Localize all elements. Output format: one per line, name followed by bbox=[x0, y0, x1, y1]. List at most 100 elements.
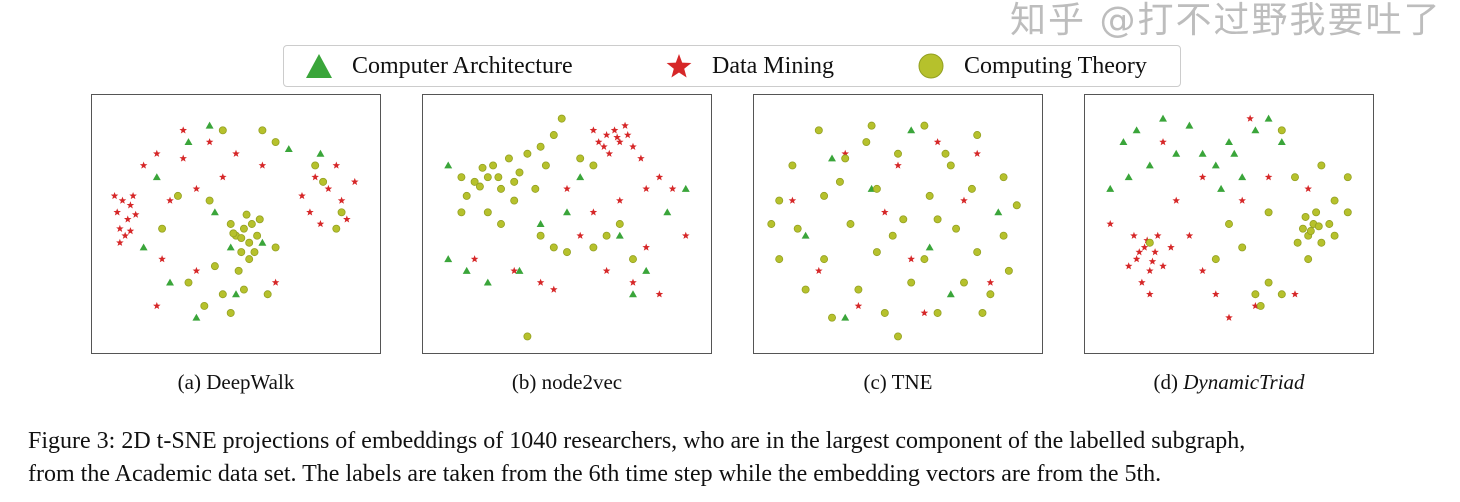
point-computer-architecture bbox=[444, 255, 453, 263]
plot-area bbox=[110, 121, 359, 321]
subcaption-prefix: (d) bbox=[1153, 370, 1178, 394]
point-computing-theory bbox=[494, 173, 503, 182]
point-computing-theory bbox=[1314, 222, 1323, 231]
point-computing-theory bbox=[510, 196, 519, 205]
point-computing-theory bbox=[523, 332, 532, 341]
point-computing-theory bbox=[1298, 224, 1307, 233]
point-computing-theory bbox=[602, 231, 611, 240]
point-data-mining bbox=[1151, 248, 1159, 256]
point-computing-theory bbox=[801, 285, 810, 294]
subcaption-a: (a) DeepWalk bbox=[91, 370, 381, 395]
point-computer-architecture bbox=[1251, 126, 1260, 134]
point-data-mining bbox=[642, 243, 650, 251]
point-data-mining bbox=[166, 196, 174, 204]
point-data-mining bbox=[232, 149, 240, 157]
point-computer-architecture bbox=[1132, 126, 1141, 134]
subcaption-title: DynamicTriad bbox=[1183, 370, 1305, 394]
point-computing-theory bbox=[589, 161, 598, 170]
point-data-mining bbox=[920, 309, 929, 317]
point-computing-theory bbox=[478, 163, 487, 172]
point-computing-theory bbox=[549, 243, 558, 252]
point-computing-theory bbox=[483, 173, 492, 182]
point-computer-architecture bbox=[615, 231, 624, 239]
point-data-mining bbox=[351, 177, 359, 186]
point-computing-theory bbox=[1145, 238, 1154, 247]
point-computer-architecture bbox=[184, 138, 193, 146]
triangle-marker-icon bbox=[306, 54, 332, 78]
point-data-mining bbox=[1106, 220, 1114, 228]
point-computer-architecture bbox=[946, 290, 955, 298]
point-data-mining bbox=[179, 126, 187, 134]
point-computing-theory bbox=[1012, 201, 1021, 210]
point-data-mining bbox=[841, 149, 849, 157]
point-computing-theory bbox=[247, 220, 256, 228]
point-computing-theory bbox=[497, 184, 505, 193]
point-data-mining bbox=[192, 184, 201, 193]
point-data-mining bbox=[316, 220, 325, 228]
legend-item-computing-theory: Computing Theory bbox=[916, 52, 1147, 80]
scatter-plot-tne bbox=[753, 94, 1043, 354]
point-computing-theory bbox=[557, 114, 566, 123]
point-computing-theory bbox=[541, 161, 550, 170]
subcaption-title: TNE bbox=[891, 370, 933, 394]
point-computing-theory bbox=[200, 301, 209, 310]
point-data-mining bbox=[1172, 196, 1180, 204]
point-computing-theory bbox=[549, 131, 558, 139]
point-computing-theory bbox=[880, 309, 889, 317]
point-computer-architecture bbox=[1159, 114, 1167, 122]
point-computing-theory bbox=[470, 177, 479, 186]
point-computing-theory bbox=[788, 161, 797, 170]
point-computing-theory bbox=[536, 231, 545, 240]
point-computer-architecture bbox=[576, 173, 585, 181]
point-data-mining bbox=[1159, 138, 1167, 146]
point-data-mining bbox=[621, 121, 629, 129]
point-computing-theory bbox=[854, 285, 863, 294]
point-computing-theory bbox=[184, 278, 193, 287]
point-data-mining bbox=[610, 126, 619, 134]
point-data-mining bbox=[1124, 262, 1133, 270]
point-data-mining bbox=[139, 161, 148, 169]
point-computer-architecture bbox=[1106, 184, 1115, 192]
point-data-mining bbox=[616, 196, 624, 204]
point-data-mining bbox=[1135, 248, 1144, 256]
point-computer-architecture bbox=[841, 313, 850, 321]
point-data-mining bbox=[602, 266, 611, 275]
point-computer-architecture bbox=[462, 266, 471, 274]
point-computing-theory bbox=[226, 309, 235, 317]
point-computing-theory bbox=[973, 131, 982, 139]
point-computer-architecture bbox=[681, 184, 690, 192]
point-computer-architecture bbox=[629, 290, 637, 298]
point-data-mining bbox=[324, 184, 333, 193]
point-computing-theory bbox=[319, 177, 328, 186]
point-computing-theory bbox=[158, 224, 167, 233]
point-computing-theory bbox=[245, 238, 254, 247]
point-data-mining bbox=[815, 266, 823, 275]
point-computing-theory bbox=[862, 138, 871, 147]
point-data-mining bbox=[343, 215, 351, 223]
watermark: 知乎 @打不过野我要吐了 bbox=[1010, 0, 1442, 41]
point-computer-architecture bbox=[166, 278, 174, 286]
point-computing-theory bbox=[1238, 243, 1247, 252]
legend: Computer Architecture Data Mining Comput… bbox=[283, 45, 1181, 87]
point-computing-theory bbox=[337, 208, 346, 217]
point-computing-theory bbox=[1317, 161, 1326, 170]
point-data-mining bbox=[179, 154, 187, 162]
star-marker-icon bbox=[666, 54, 692, 78]
point-computing-theory bbox=[1251, 290, 1260, 299]
point-computing-theory bbox=[239, 224, 248, 233]
point-computing-theory bbox=[536, 142, 545, 151]
point-computing-theory bbox=[907, 278, 916, 287]
point-data-mining bbox=[1130, 231, 1138, 239]
point-computing-theory bbox=[229, 229, 238, 238]
point-data-mining bbox=[129, 191, 137, 200]
point-computing-theory bbox=[576, 154, 585, 163]
point-computing-theory bbox=[767, 220, 776, 228]
legend-label: Computing Theory bbox=[964, 52, 1147, 79]
point-computer-architecture bbox=[284, 145, 293, 153]
subcaption-prefix: (b) bbox=[511, 370, 537, 394]
point-computing-theory bbox=[523, 149, 532, 158]
point-data-mining bbox=[1159, 262, 1167, 270]
point-computing-theory bbox=[483, 208, 492, 217]
point-computing-theory bbox=[894, 332, 902, 341]
point-data-mining bbox=[1304, 184, 1312, 193]
